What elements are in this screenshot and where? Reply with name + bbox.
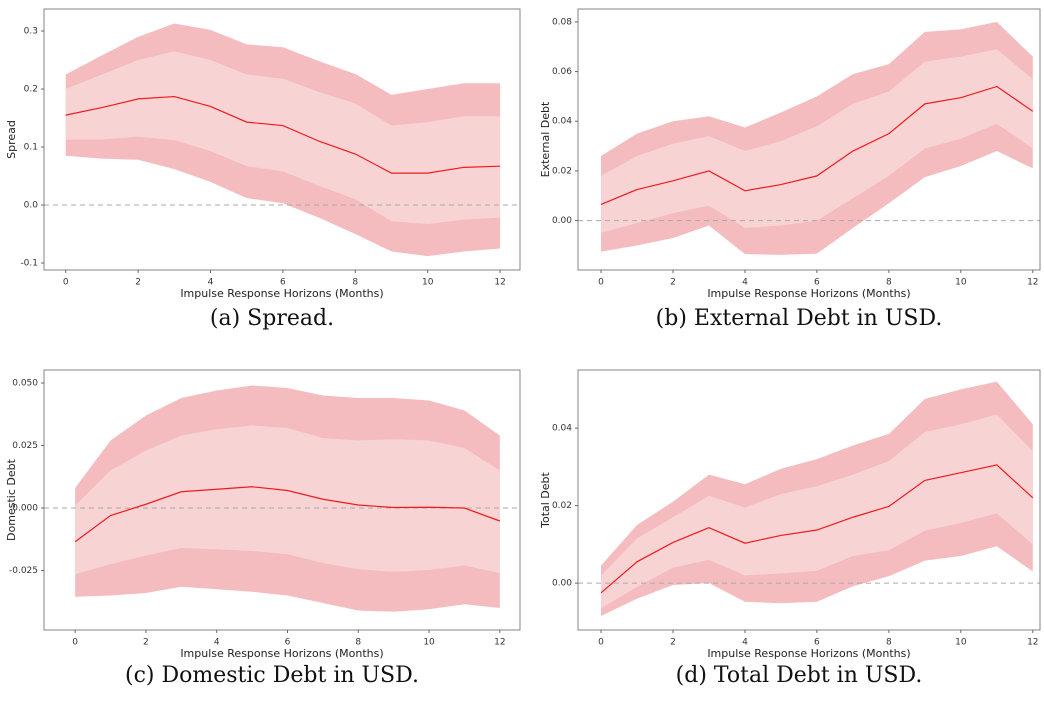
- panel: -0.1 0.0 0.1 0.2 0.3 0 2 4 6 8 10 12 Impulse Respons…: [5, 8, 521, 331]
- x-axis-label: Impulse Response Horizons (Months): [707, 287, 910, 300]
- x-tick-label: 4: [214, 638, 220, 648]
- response-line: [74, 486, 501, 543]
- x-tick-label: 6: [280, 278, 286, 288]
- x-axis-label: Impulse Response Horizons (Months): [180, 647, 383, 660]
- y-tick-label: 0.0: [24, 201, 39, 211]
- plot-frame: [43, 369, 521, 631]
- y-axis-label: Domestic Debt: [5, 458, 18, 541]
- y-tick-label: 0.1: [24, 143, 38, 153]
- x-tick-label: 10: [955, 638, 967, 648]
- x-tick-label: 0: [63, 278, 69, 288]
- caption: (d) Total Debt in USD.: [676, 663, 923, 688]
- y-tick-label: 0.02: [552, 501, 572, 511]
- y-tick-label: -0.025: [9, 566, 38, 576]
- confidence-band: [65, 51, 501, 225]
- plot-frame: [43, 8, 521, 271]
- x-tick-label: 8: [886, 638, 892, 648]
- y-tick-label: 0.04: [552, 424, 572, 434]
- x-tick-label: 10: [955, 278, 967, 288]
- x-tick-label: 4: [208, 278, 214, 288]
- caption: (a) Spread.: [210, 306, 334, 331]
- x-tick-label: 10: [422, 278, 434, 288]
- y-tick-label: 0.08: [552, 17, 572, 27]
- y-tick-label: 0.02: [552, 166, 572, 176]
- y-tick-label: 0.06: [552, 67, 572, 77]
- x-tick-label: 2: [135, 278, 141, 288]
- confidence-band: [75, 425, 500, 575]
- x-tick-label: 0: [598, 278, 604, 288]
- response-line: [600, 85, 1034, 205]
- y-axis-label: Spread: [5, 120, 18, 159]
- x-axis-label: Impulse Response Horizons (Months): [707, 647, 910, 660]
- caption: (b) External Debt in USD.: [656, 306, 943, 331]
- plot-frame: [577, 369, 1041, 631]
- y-tick-label: 0.000: [12, 504, 38, 514]
- x-tick-label: 4: [742, 638, 748, 648]
- x-tick-label: 6: [814, 278, 820, 288]
- confidence-band: [601, 49, 1033, 233]
- response-line: [600, 464, 1034, 594]
- x-tick-label: 6: [814, 638, 820, 648]
- x-tick-label: 12: [1027, 638, 1038, 648]
- x-tick-label: 10: [423, 638, 435, 648]
- y-tick-label: 0.3: [24, 27, 38, 37]
- x-tick-label: 0: [72, 638, 78, 648]
- y-tick-label: 0.2: [24, 85, 38, 95]
- panel: 0.00 0.02 0.04 0 2 4 6 8 10 12 Impulse Response Ho…: [539, 369, 1041, 688]
- response-line: [65, 95, 501, 174]
- confidence-band: [601, 414, 1033, 609]
- x-tick-label: 2: [670, 638, 676, 648]
- plot-frame: [577, 8, 1041, 271]
- x-tick-label: 12: [494, 278, 505, 288]
- x-tick-label: 4: [742, 278, 748, 288]
- x-tick-label: 8: [886, 278, 892, 288]
- y-tick-label: 0.00: [552, 216, 572, 226]
- x-tick-label: 8: [355, 638, 361, 648]
- y-tick-label: 0.050: [12, 379, 38, 389]
- x-tick-label: 12: [1027, 278, 1038, 288]
- y-tick-label: 0.00: [552, 579, 572, 589]
- caption: (c) Domestic Debt in USD.: [125, 663, 419, 688]
- x-tick-label: 6: [285, 638, 291, 648]
- x-tick-label: 2: [143, 638, 149, 648]
- x-tick-label: 0: [598, 638, 604, 648]
- y-axis-label: External Debt: [539, 101, 552, 177]
- y-tick-label: 0.025: [12, 441, 38, 451]
- x-tick-label: 2: [670, 278, 676, 288]
- y-tick-label: 0.04: [552, 117, 572, 127]
- y-tick-label: -0.1: [20, 259, 38, 269]
- x-axis-label: Impulse Response Horizons (Months): [180, 287, 383, 300]
- panel: -0.025 0.000 0.025 0.050 0 2 4 6 8 10 12 Impulse Re…: [5, 369, 521, 688]
- panel: 0.00 0.02 0.04 0.06 0.08 0 2 4 6 8 10 12 Impulse Res…: [539, 8, 1041, 331]
- x-tick-label: 8: [352, 278, 358, 288]
- x-tick-label: 12: [494, 638, 505, 648]
- y-axis-label: Total Debt: [539, 471, 552, 528]
